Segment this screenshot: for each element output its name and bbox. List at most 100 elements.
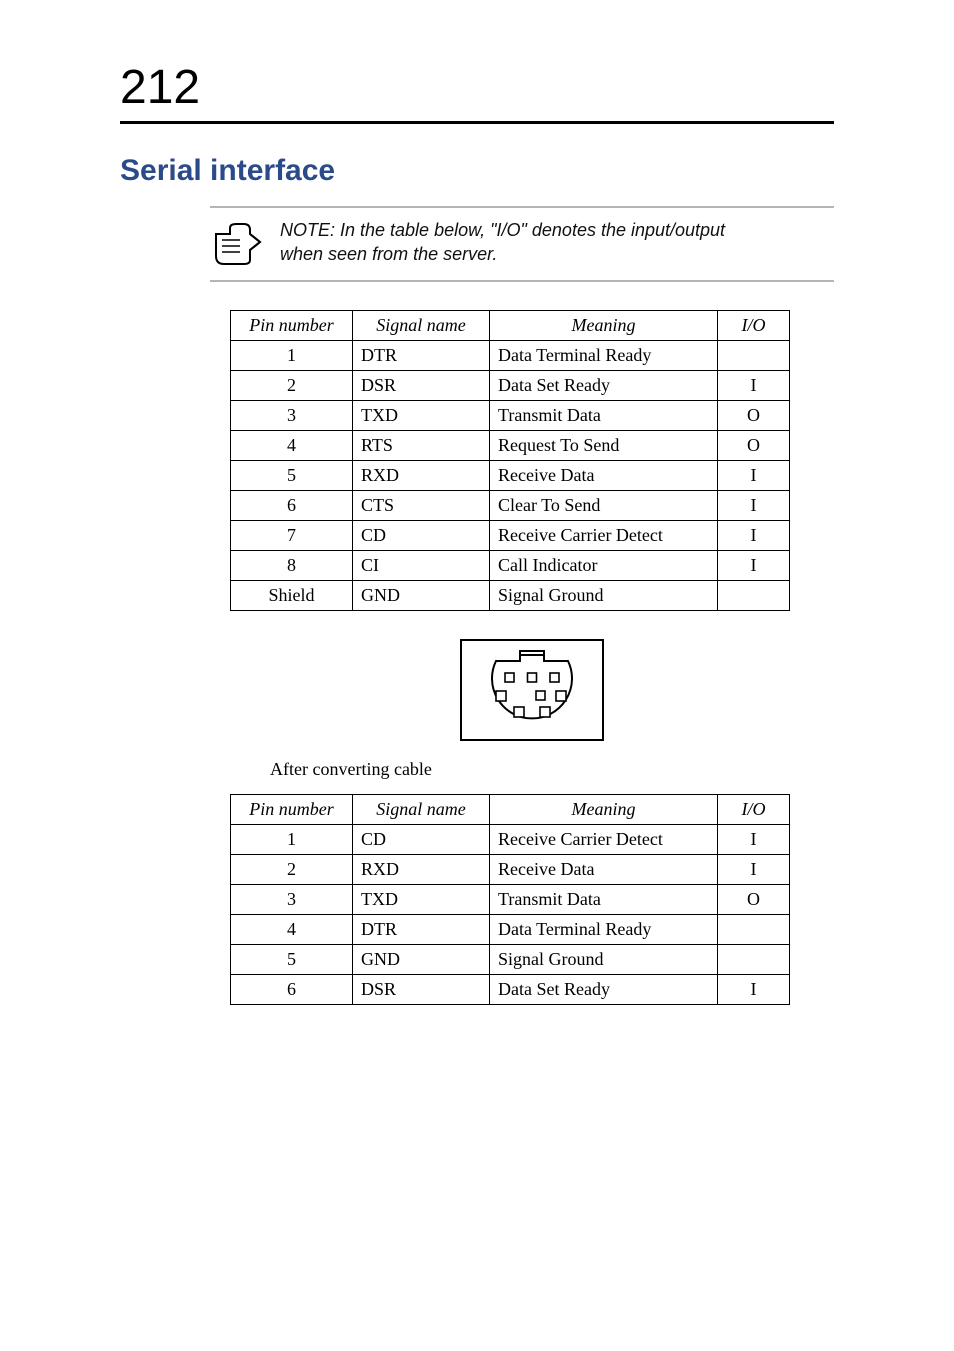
cell-io: I <box>718 855 790 885</box>
cell-signal: GND <box>353 945 490 975</box>
th-pin: Pin number <box>231 795 353 825</box>
cell-io <box>718 341 790 371</box>
converted-pin-table: Pin number Signal name Meaning I/O 1CDRe… <box>230 794 790 1005</box>
cell-signal: TXD <box>353 401 490 431</box>
table-row: 5GNDSignal Ground <box>231 945 790 975</box>
cell-io <box>718 915 790 945</box>
cell-io: I <box>718 461 790 491</box>
cell-io: I <box>718 521 790 551</box>
cell-io: I <box>718 975 790 1005</box>
cell-meaning: Request To Send <box>490 431 718 461</box>
table-row: 6DSRData Set ReadyI <box>231 975 790 1005</box>
cell-io: O <box>718 401 790 431</box>
table2-wrap: Pin number Signal name Meaning I/O 1CDRe… <box>230 794 834 1005</box>
cell-signal: DTR <box>353 915 490 945</box>
table1-body: 1DTRData Terminal Ready2DSRData Set Read… <box>231 341 790 611</box>
table-row: 4RTSRequest To SendO <box>231 431 790 461</box>
cell-signal: DSR <box>353 975 490 1005</box>
table-header-row: Pin number Signal name Meaning I/O <box>231 795 790 825</box>
cell-pin: 4 <box>231 431 353 461</box>
cell-io: I <box>718 551 790 581</box>
th-meaning: Meaning <box>490 795 718 825</box>
cell-meaning: Transmit Data <box>490 401 718 431</box>
note-text: NOTE: In the table below, "I/O" denotes … <box>280 218 725 267</box>
cell-signal: GND <box>353 581 490 611</box>
cell-pin: 5 <box>231 945 353 975</box>
table-row: 6CTSClear To SendI <box>231 491 790 521</box>
cell-pin: 3 <box>231 401 353 431</box>
cell-pin: 1 <box>231 341 353 371</box>
cell-pin: 3 <box>231 885 353 915</box>
table-row: 2RXDReceive DataI <box>231 855 790 885</box>
cell-signal: CD <box>353 825 490 855</box>
page-number: 212 <box>120 60 834 115</box>
cell-io: I <box>718 491 790 521</box>
th-meaning: Meaning <box>490 311 718 341</box>
table-row: 5RXDReceive DataI <box>231 461 790 491</box>
cell-signal: RXD <box>353 855 490 885</box>
page: 212 Serial interface NOTE: In the table … <box>0 0 954 1065</box>
note-rule-bottom <box>210 280 834 282</box>
cell-pin: 4 <box>231 915 353 945</box>
note-line2: when seen from the server. <box>280 244 497 264</box>
cell-signal: CTS <box>353 491 490 521</box>
th-io: I/O <box>718 311 790 341</box>
cell-meaning: Clear To Send <box>490 491 718 521</box>
cell-meaning: Signal Ground <box>490 945 718 975</box>
table1-wrap: Pin number Signal name Meaning I/O 1DTRD… <box>230 310 834 611</box>
cell-signal: RXD <box>353 461 490 491</box>
cell-meaning: Data Set Ready <box>490 371 718 401</box>
table-row: 1DTRData Terminal Ready <box>231 341 790 371</box>
table-row: 7CDReceive Carrier DetectI <box>231 521 790 551</box>
connector-wrap <box>230 639 834 741</box>
cell-meaning: Receive Data <box>490 855 718 885</box>
table-row: 3TXDTransmit DataO <box>231 885 790 915</box>
cell-io <box>718 581 790 611</box>
after-converting-caption: After converting cable <box>270 759 834 780</box>
cell-signal: DTR <box>353 341 490 371</box>
cell-meaning: Data Terminal Ready <box>490 341 718 371</box>
cell-meaning: Data Terminal Ready <box>490 915 718 945</box>
cell-signal: TXD <box>353 885 490 915</box>
cell-pin: 7 <box>231 521 353 551</box>
table-row: 4DTRData Terminal Ready <box>231 915 790 945</box>
cell-signal: DSR <box>353 371 490 401</box>
table-row: 3TXDTransmit DataO <box>231 401 790 431</box>
th-signal: Signal name <box>353 311 490 341</box>
cell-pin: 5 <box>231 461 353 491</box>
cell-io <box>718 945 790 975</box>
cell-io: O <box>718 885 790 915</box>
cell-meaning: Receive Data <box>490 461 718 491</box>
cell-pin: 6 <box>231 491 353 521</box>
cell-pin: Shield <box>231 581 353 611</box>
cell-meaning: Data Set Ready <box>490 975 718 1005</box>
cell-pin: 2 <box>231 371 353 401</box>
note-row: NOTE: In the table below, "I/O" denotes … <box>210 208 834 280</box>
cell-pin: 8 <box>231 551 353 581</box>
cell-signal: CI <box>353 551 490 581</box>
cell-meaning: Transmit Data <box>490 885 718 915</box>
table-row: 8CICall IndicatorI <box>231 551 790 581</box>
table-row: ShieldGNDSignal Ground <box>231 581 790 611</box>
cell-meaning: Receive Carrier Detect <box>490 521 718 551</box>
table-row: 2DSRData Set ReadyI <box>231 371 790 401</box>
note-block: NOTE: In the table below, "I/O" denotes … <box>210 206 834 282</box>
th-io: I/O <box>718 795 790 825</box>
cell-signal: RTS <box>353 431 490 461</box>
cell-io: I <box>718 371 790 401</box>
pointing-hand-icon <box>210 220 266 268</box>
th-pin: Pin number <box>231 311 353 341</box>
rule-under-page-number <box>120 121 834 124</box>
note-line1: NOTE: In the table below, "I/O" denotes … <box>280 220 725 240</box>
cell-meaning: Receive Carrier Detect <box>490 825 718 855</box>
section-title: Serial interface <box>120 154 834 188</box>
table-row: 1CDReceive Carrier DetectI <box>231 825 790 855</box>
cell-io: O <box>718 431 790 461</box>
th-signal: Signal name <box>353 795 490 825</box>
cell-meaning: Signal Ground <box>490 581 718 611</box>
cell-signal: CD <box>353 521 490 551</box>
cell-pin: 6 <box>231 975 353 1005</box>
connector-diagram <box>460 639 604 741</box>
din8-connector-icon <box>472 649 592 731</box>
cell-io: I <box>718 825 790 855</box>
